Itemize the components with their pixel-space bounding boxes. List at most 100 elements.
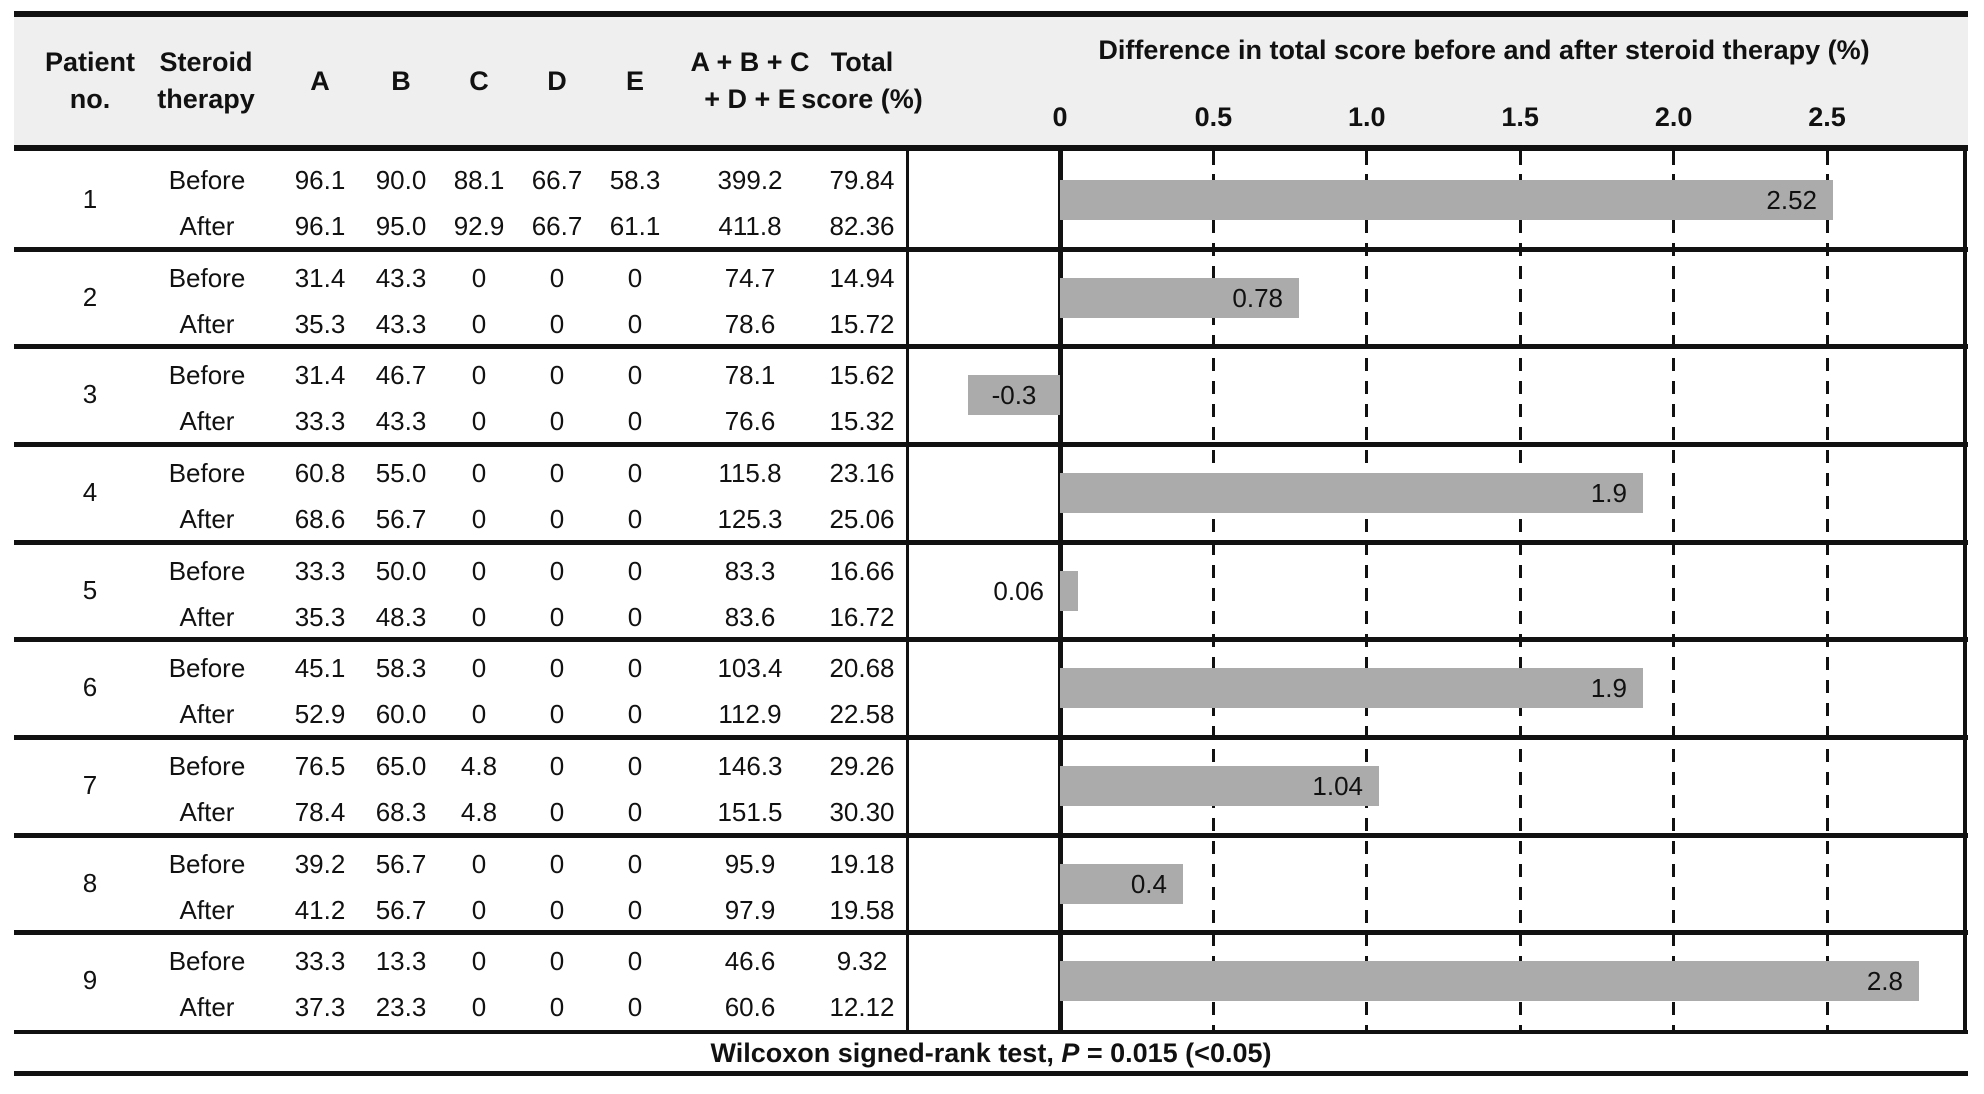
therapy-cell: Before xyxy=(168,653,246,683)
table-header-sum-line1: A + B + C xyxy=(690,47,810,77)
therapy-cell: Before xyxy=(168,946,246,976)
table-header-therapy-line1: Steroid xyxy=(159,47,253,77)
footer-note-suffix: = 0.015 (<0.05) xyxy=(1079,1038,1272,1068)
score-cell: 0 xyxy=(627,849,643,879)
score-cell: 66.7 xyxy=(531,165,583,195)
score-cell: 41.2 xyxy=(294,895,346,925)
score-cell: 0 xyxy=(627,602,643,632)
table-header-therapy-line2: therapy xyxy=(157,84,255,114)
score-cell: 0 xyxy=(549,699,565,729)
score-cell: 0 xyxy=(471,458,487,488)
group-separator-line xyxy=(14,247,1968,252)
score-cell: 0 xyxy=(627,263,643,293)
score-cell: 0 xyxy=(471,946,487,976)
score-cell: 37.3 xyxy=(294,992,346,1022)
score-cell: 0 xyxy=(471,699,487,729)
gridline xyxy=(1518,151,1522,1030)
score-cell: 35.3 xyxy=(294,309,346,339)
diff-bar xyxy=(1060,473,1643,513)
score-cell: 4.8 xyxy=(460,751,498,781)
score-cell: 79.84 xyxy=(829,165,895,195)
diff-bar xyxy=(968,375,1060,415)
score-cell: 0 xyxy=(471,849,487,879)
score-cell: 0 xyxy=(549,992,565,1022)
score-cell: 43.3 xyxy=(375,406,427,436)
table-header-total: Total score (%) xyxy=(784,17,940,145)
score-cell: 78.4 xyxy=(294,797,346,827)
patient-number: 8 xyxy=(82,868,98,898)
patient-number: 2 xyxy=(82,282,98,312)
score-cell: 151.5 xyxy=(717,797,783,827)
table-header-a-label: A xyxy=(310,65,330,96)
score-cell: 0 xyxy=(549,406,565,436)
score-cell: 33.3 xyxy=(294,406,346,436)
footer-note-prefix: Wilcoxon signed-rank test, xyxy=(710,1038,1062,1068)
score-cell: 97.9 xyxy=(724,895,776,925)
axis-tick-mark xyxy=(1058,151,1062,165)
table-header-total-line1: Total xyxy=(830,47,894,77)
table-chart-divider xyxy=(906,151,909,1030)
score-cell: 0 xyxy=(471,992,487,1022)
footer-note: Wilcoxon signed-rank test, P = 0.015 (<0… xyxy=(14,1036,1968,1070)
score-cell: 20.68 xyxy=(829,653,895,683)
score-cell: 103.4 xyxy=(717,653,783,683)
score-cell: 83.6 xyxy=(724,602,776,632)
score-cell: 33.3 xyxy=(294,946,346,976)
score-cell: 68.3 xyxy=(375,797,427,827)
gridline xyxy=(1825,151,1829,1030)
score-cell: 0 xyxy=(549,797,565,827)
score-cell: 92.9 xyxy=(453,211,505,241)
score-cell: 23.16 xyxy=(829,458,895,488)
diff-bar xyxy=(1060,864,1183,904)
therapy-cell: After xyxy=(179,699,235,729)
score-cell: 15.72 xyxy=(829,309,895,339)
score-cell: 95.9 xyxy=(724,849,776,879)
score-cell: 0 xyxy=(471,360,487,390)
gridline xyxy=(1211,151,1215,1030)
score-cell: 60.8 xyxy=(294,458,346,488)
therapy-cell: Before xyxy=(168,849,246,879)
score-cell: 83.3 xyxy=(724,556,776,586)
score-cell: 68.6 xyxy=(294,504,346,534)
table-header-b-label: B xyxy=(391,65,411,96)
table-header-a: A xyxy=(278,17,362,145)
therapy-cell: Before xyxy=(168,263,246,293)
score-cell: 0 xyxy=(471,406,487,436)
score-cell: 50.0 xyxy=(375,556,427,586)
score-cell: 58.3 xyxy=(375,653,427,683)
score-cell: 96.1 xyxy=(294,165,346,195)
table-header-b: B xyxy=(359,17,443,145)
score-cell: 146.3 xyxy=(717,751,783,781)
patient-number: 6 xyxy=(82,672,98,702)
score-cell: 43.3 xyxy=(375,263,427,293)
group-separator-line xyxy=(14,637,1968,642)
score-cell: 43.3 xyxy=(375,309,427,339)
score-cell: 58.3 xyxy=(609,165,661,195)
group-separator-line xyxy=(14,833,1968,838)
score-cell: 0 xyxy=(549,458,565,488)
therapy-cell: Before xyxy=(168,165,246,195)
score-cell: 0 xyxy=(471,602,487,632)
axis-tick-label: 2.5 xyxy=(1808,102,1846,132)
score-cell: 9.32 xyxy=(836,946,888,976)
score-cell: 19.18 xyxy=(829,849,895,879)
gridline xyxy=(1365,151,1369,1030)
top-border-line xyxy=(14,11,1968,17)
score-cell: 0 xyxy=(627,992,643,1022)
score-cell: 55.0 xyxy=(375,458,427,488)
header-band xyxy=(14,17,1968,145)
table-header-sum-line2: + D + E xyxy=(704,84,796,114)
therapy-cell: Before xyxy=(168,360,246,390)
table-header-e-label: E xyxy=(625,65,644,96)
score-cell: 65.0 xyxy=(375,751,427,781)
diff-bar xyxy=(1060,766,1379,806)
score-cell: 35.3 xyxy=(294,602,346,632)
score-cell: 66.7 xyxy=(531,211,583,241)
score-cell: 115.8 xyxy=(718,458,782,488)
diff-bar xyxy=(1060,571,1078,611)
table-header-patient: Patient no. xyxy=(20,17,160,145)
score-cell: 15.62 xyxy=(829,360,895,390)
score-cell: 0 xyxy=(627,556,643,586)
table-header-patient-line1: Patient xyxy=(44,47,136,77)
therapy-cell: After xyxy=(179,602,235,632)
